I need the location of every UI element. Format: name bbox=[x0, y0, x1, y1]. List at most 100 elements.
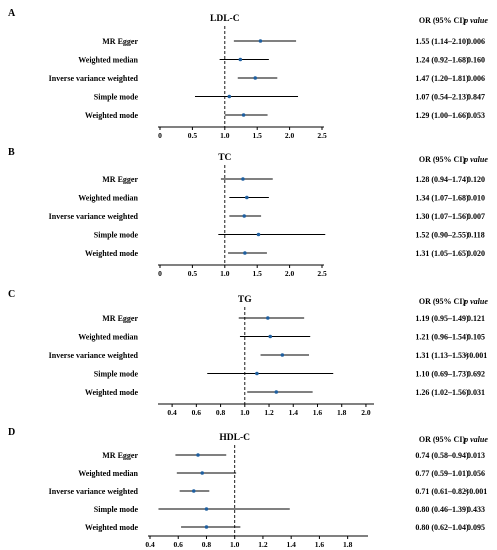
p-value: 0.007 bbox=[467, 212, 485, 221]
method-label: Weighted mode bbox=[85, 111, 139, 120]
x-tick-label: 0 bbox=[158, 131, 162, 140]
panel-letter: D bbox=[8, 427, 15, 438]
or-value: 1.31 (1.13–1.53) bbox=[415, 351, 469, 360]
estimate-point bbox=[255, 371, 259, 376]
panel-a: A LDL-C OR (95% CI) p value MR Egger 1.55 (1.… bbox=[8, 8, 488, 140]
method-label: Weighted median bbox=[78, 469, 138, 478]
x-tick-label: 0.6 bbox=[174, 540, 184, 549]
p-value: <0.001 bbox=[465, 351, 488, 360]
or-value: 0.77 (0.59–1.01) bbox=[415, 469, 469, 478]
method-label: Weighted mode bbox=[85, 388, 139, 397]
x-tick-label: 1.2 bbox=[264, 408, 274, 417]
x-tick-label: 0.5 bbox=[188, 269, 198, 278]
p-value: 0.053 bbox=[467, 111, 485, 120]
p-value: 0.118 bbox=[467, 231, 485, 240]
p-value-header: p value bbox=[463, 297, 488, 306]
method-label: Weighted mode bbox=[85, 523, 139, 532]
estimate-point bbox=[245, 195, 249, 200]
or-value: 1.30 (1.07–1.56) bbox=[415, 212, 469, 221]
estimate-point bbox=[227, 94, 232, 99]
estimate-point bbox=[280, 353, 285, 357]
x-tick-label: 1.4 bbox=[289, 408, 299, 417]
p-value-header: p value bbox=[463, 16, 488, 25]
method-label: Simple mode bbox=[94, 370, 139, 379]
x-tick-label: 0.8 bbox=[216, 408, 226, 417]
x-tick-label: 2.5 bbox=[317, 131, 327, 140]
or-value: 1.28 (0.94–1.74) bbox=[415, 175, 469, 184]
p-value: 0.160 bbox=[467, 56, 485, 65]
x-tick-label: 1.5 bbox=[253, 131, 263, 140]
or-value: 0.80 (0.62–1.04) bbox=[415, 523, 469, 532]
x-tick-label: 1.4 bbox=[286, 540, 296, 549]
method-label: MR Egger bbox=[102, 37, 138, 46]
estimate-point bbox=[258, 39, 263, 43]
x-tick-label: 1.2 bbox=[258, 540, 268, 549]
method-label: Weighted mode bbox=[85, 249, 139, 258]
x-tick-label: 0.4 bbox=[167, 408, 177, 417]
x-tick-label: 2.5 bbox=[317, 269, 327, 278]
x-tick-label: 1.6 bbox=[315, 540, 325, 549]
x-tick-label: 0.5 bbox=[188, 131, 198, 140]
panel-b: B TC OR (95% CI) p value MR Egger 1.28 (0.94–… bbox=[8, 147, 488, 278]
p-value: 0.692 bbox=[467, 370, 485, 379]
or-value: 1.24 (0.92–1.68) bbox=[415, 56, 469, 65]
p-value: 0.010 bbox=[467, 194, 485, 203]
or-value: 1.47 (1.20–1.81) bbox=[415, 74, 469, 83]
method-label: Weighted median bbox=[78, 333, 138, 342]
p-value: 0.031 bbox=[467, 388, 485, 397]
panel-title: TG bbox=[238, 295, 252, 305]
estimate-point bbox=[196, 453, 200, 457]
or-value: 1.19 (0.95–1.49) bbox=[415, 314, 469, 323]
method-label: Inverse variance weighted bbox=[49, 487, 139, 496]
or-value: 1.07 (0.54–2.13) bbox=[415, 93, 469, 102]
method-label: Inverse variance weighted bbox=[49, 351, 139, 360]
x-tick-label: 1.8 bbox=[343, 540, 353, 549]
x-tick-label: 2.0 bbox=[285, 269, 295, 278]
panel-d: D HDL-C OR (95% CI) p value MR Egger 0.74 (0.… bbox=[8, 427, 488, 549]
x-tick-label: 1.5 bbox=[253, 269, 263, 278]
panel-title: TC bbox=[218, 153, 231, 163]
estimate-point bbox=[256, 232, 261, 237]
method-label: Inverse variance weighted bbox=[49, 74, 139, 83]
estimate-point bbox=[253, 76, 258, 80]
panel-letter: A bbox=[8, 8, 16, 19]
panel-letter: C bbox=[8, 289, 15, 300]
p-value: <0.001 bbox=[465, 487, 488, 496]
or-header: OR (95% CI) bbox=[419, 16, 466, 25]
estimate-point bbox=[204, 525, 209, 529]
or-value: 1.26 (1.02–1.56) bbox=[415, 388, 469, 397]
method-label: Inverse variance weighted bbox=[49, 212, 139, 221]
method-label: MR Egger bbox=[102, 451, 138, 460]
p-value: 0.120 bbox=[467, 175, 485, 184]
p-value: 0.847 bbox=[467, 93, 485, 102]
estimate-point bbox=[242, 214, 247, 218]
p-value: 0.056 bbox=[467, 469, 485, 478]
method-label: Simple mode bbox=[94, 231, 139, 240]
panel-title: LDL-C bbox=[210, 14, 240, 24]
or-value: 1.52 (0.90–2.55) bbox=[415, 231, 469, 240]
p-value: 0.433 bbox=[467, 505, 485, 514]
method-label: MR Egger bbox=[102, 175, 138, 184]
method-label: Weighted median bbox=[78, 194, 138, 203]
or-value: 0.71 (0.61–0.82) bbox=[415, 487, 469, 496]
x-tick-label: 1.0 bbox=[240, 408, 250, 417]
or-value: 1.10 (0.69–1.73) bbox=[415, 370, 469, 379]
x-tick-label: 0.4 bbox=[145, 540, 155, 549]
x-tick-label: 1.0 bbox=[230, 540, 240, 549]
or-value: 0.74 (0.58–0.94) bbox=[415, 451, 469, 460]
or-value: 1.31 (1.05–1.65) bbox=[415, 249, 469, 258]
estimate-point bbox=[191, 489, 196, 493]
p-value-header: p value bbox=[463, 155, 488, 164]
panel-title: HDL-C bbox=[219, 433, 250, 443]
x-tick-label: 1.6 bbox=[313, 408, 323, 417]
or-value: 1.55 (1.14–2.10) bbox=[415, 37, 469, 46]
p-value-header: p value bbox=[463, 435, 488, 444]
estimate-point bbox=[241, 177, 245, 181]
x-tick-label: 2.0 bbox=[285, 131, 295, 140]
p-value: 0.105 bbox=[467, 333, 485, 342]
x-tick-label: 0 bbox=[158, 269, 162, 278]
estimate-point bbox=[238, 57, 243, 62]
panel-c: C TG OR (95% CI) p value MR Egger 1.19 (0.95–… bbox=[8, 289, 488, 417]
estimate-point bbox=[268, 334, 273, 339]
